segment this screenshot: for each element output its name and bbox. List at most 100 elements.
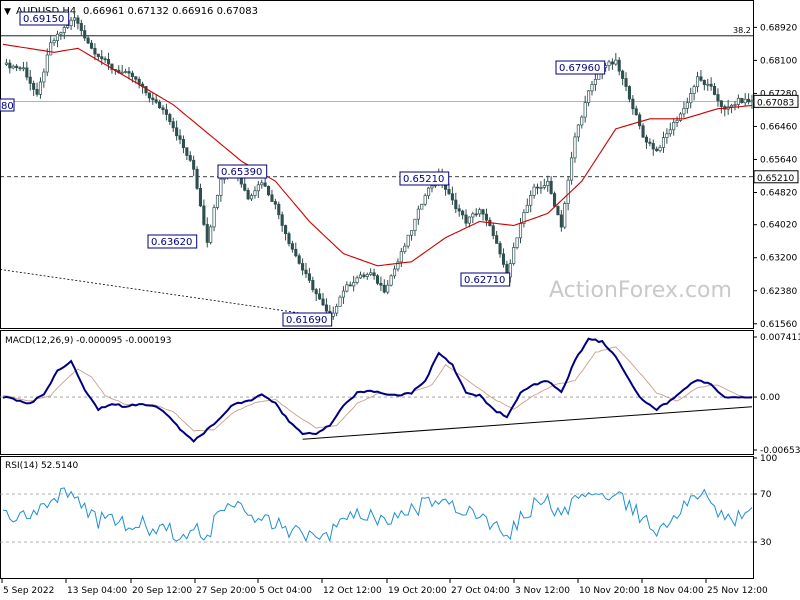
price-tick-label: 0.64020 bbox=[760, 221, 797, 231]
candle-body bbox=[188, 155, 192, 161]
rsi-plot: 100 70 30 bbox=[0, 454, 777, 548]
swing-label-text: 0.65210 bbox=[403, 174, 444, 185]
candle bbox=[324, 298, 328, 314]
candle bbox=[284, 224, 288, 241]
candle-body bbox=[450, 193, 454, 201]
macd-trendline bbox=[302, 406, 753, 440]
price-tick-label: 0.68100 bbox=[760, 56, 797, 66]
candle bbox=[481, 208, 485, 221]
candle bbox=[253, 186, 257, 199]
candle-body bbox=[702, 80, 706, 86]
candle-body bbox=[655, 148, 659, 152]
candle bbox=[345, 281, 349, 293]
candle bbox=[294, 242, 298, 258]
candle-body bbox=[491, 225, 495, 236]
candle-body bbox=[348, 284, 352, 287]
candle-body bbox=[733, 104, 737, 106]
candle bbox=[175, 120, 179, 141]
candle bbox=[730, 103, 734, 114]
candle-body bbox=[11, 65, 15, 69]
candle-body bbox=[243, 183, 247, 191]
candle-body bbox=[379, 282, 383, 286]
candle bbox=[38, 77, 43, 99]
candle bbox=[750, 94, 754, 109]
price-tick-label: 0.62380 bbox=[760, 287, 797, 297]
candle-body bbox=[331, 312, 335, 317]
candle bbox=[4, 58, 8, 66]
candle-body bbox=[273, 201, 277, 205]
candle bbox=[583, 95, 587, 123]
candle bbox=[641, 123, 645, 139]
candle-body bbox=[712, 85, 717, 95]
candle bbox=[86, 35, 90, 45]
candle-body bbox=[576, 124, 580, 138]
candle-body bbox=[205, 224, 209, 243]
rsi-tick-label: 30 bbox=[760, 538, 772, 548]
candle bbox=[382, 279, 386, 294]
candle bbox=[389, 274, 393, 287]
candle bbox=[79, 19, 83, 36]
candle bbox=[427, 186, 431, 200]
candle bbox=[32, 80, 36, 97]
candle bbox=[668, 122, 672, 137]
candle-body bbox=[304, 269, 308, 275]
candle-body bbox=[181, 139, 185, 149]
candle-body bbox=[369, 272, 373, 275]
candle bbox=[409, 230, 414, 241]
candle-body bbox=[471, 213, 475, 218]
price-tick-label: 0.61560 bbox=[760, 320, 797, 330]
candle bbox=[69, 16, 73, 31]
candle bbox=[192, 155, 196, 177]
candle bbox=[471, 211, 475, 224]
candle bbox=[392, 265, 397, 279]
candle bbox=[335, 303, 339, 317]
candle bbox=[171, 117, 175, 132]
candle bbox=[273, 198, 277, 210]
candle bbox=[614, 53, 618, 66]
candle-body bbox=[621, 70, 625, 79]
candle-body bbox=[253, 190, 257, 196]
swing-label-text: 0.65390 bbox=[221, 167, 262, 178]
candle bbox=[413, 218, 417, 237]
candle-body bbox=[45, 54, 49, 73]
candle bbox=[563, 201, 567, 230]
x-tick-label: 27 Oct 04:00 bbox=[451, 586, 510, 596]
candle-body bbox=[512, 247, 516, 264]
x-tick-label: 20 Sep 12:00 bbox=[132, 586, 192, 596]
chart-menu-icon[interactable]: ▼ bbox=[4, 7, 11, 17]
candle-body bbox=[736, 97, 740, 105]
candle bbox=[314, 287, 318, 302]
candle bbox=[8, 59, 12, 74]
swing-label-box bbox=[555, 60, 606, 75]
candle-body bbox=[192, 159, 196, 170]
candle bbox=[621, 69, 625, 86]
candle-body bbox=[399, 251, 403, 263]
swing-label: 0.62710 bbox=[460, 272, 511, 287]
level-price-text: 0.65210 bbox=[757, 174, 794, 184]
candle-body bbox=[66, 25, 70, 28]
candle bbox=[631, 95, 635, 115]
x-tick-label: 13 Sep 04:00 bbox=[67, 586, 127, 596]
left-edge-label: 80 bbox=[0, 98, 15, 112]
candle-body bbox=[413, 218, 417, 232]
candle-body bbox=[386, 284, 390, 293]
candle bbox=[658, 144, 662, 153]
macd-tick-label: -0.006532 bbox=[760, 446, 800, 456]
candle bbox=[702, 79, 706, 91]
candle bbox=[634, 105, 638, 116]
candle bbox=[198, 183, 203, 208]
candle-body bbox=[358, 274, 363, 279]
candle-body bbox=[590, 84, 594, 92]
macd-tick-label: 0.007411 bbox=[760, 333, 800, 343]
candle-body bbox=[8, 62, 12, 69]
candle-body bbox=[318, 293, 322, 300]
candle-body bbox=[719, 100, 723, 107]
candle bbox=[491, 222, 495, 240]
candle bbox=[709, 77, 713, 91]
candle bbox=[416, 205, 420, 225]
macd-signal-line bbox=[2, 346, 753, 432]
candle bbox=[83, 25, 87, 41]
x-tick-label: 18 Nov 04:00 bbox=[643, 586, 704, 596]
candle-body bbox=[638, 114, 642, 127]
candle-body bbox=[202, 205, 206, 225]
